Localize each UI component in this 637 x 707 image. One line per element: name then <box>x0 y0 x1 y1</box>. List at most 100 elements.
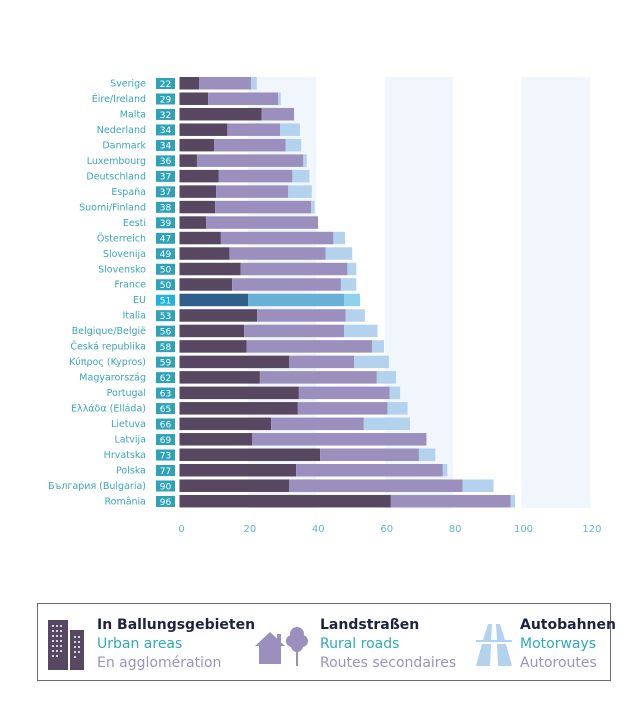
total-value-label: 50 <box>160 266 172 276</box>
bar-motorway <box>387 402 408 415</box>
legend-label-de: Landstraßen <box>320 617 420 633</box>
bar-rural <box>390 494 511 508</box>
legend-label-fr: En agglomération <box>97 655 222 671</box>
bar-urban <box>179 92 209 105</box>
total-badge <box>156 294 175 306</box>
bar-urban <box>179 355 290 369</box>
category-label: Sverige <box>110 79 146 90</box>
bar-rural <box>208 92 278 105</box>
bar-motorway <box>354 355 389 369</box>
bars <box>179 77 516 508</box>
total-value-label: 62 <box>160 374 171 384</box>
house-tree-icon <box>255 627 308 666</box>
total-badge <box>156 372 175 384</box>
total-badge <box>156 418 175 430</box>
x-tick-label: 100 <box>514 524 533 535</box>
category-label: Deutschland <box>86 171 146 182</box>
bar-motorway <box>325 247 353 260</box>
total-badge <box>156 124 175 136</box>
total-value-label: 65 <box>160 405 171 415</box>
bar-rural <box>218 169 293 183</box>
total-value-label: 47 <box>160 235 171 245</box>
category-label: România <box>104 496 146 507</box>
total-badge <box>156 170 175 182</box>
total-value-label: 58 <box>160 343 172 353</box>
bar-rural <box>257 309 346 322</box>
category-label: Suomi/Finland <box>79 202 146 213</box>
x-tick-label: 60 <box>380 524 393 535</box>
x-tick-label: 20 <box>244 524 257 535</box>
bar-motorway <box>347 262 357 276</box>
legend-label-en: Motorways <box>520 636 597 652</box>
bar-motorway <box>462 479 494 492</box>
bar-motorway <box>418 448 436 462</box>
bar-motorway <box>288 185 312 198</box>
background-band <box>521 77 590 508</box>
total-value-label: 51 <box>160 297 171 307</box>
bar-urban <box>179 77 199 90</box>
category-label: Belgique/België <box>72 326 146 337</box>
bar-urban <box>179 185 217 198</box>
bar-rural <box>297 402 388 415</box>
bar-motorway <box>280 123 300 136</box>
bar-rural <box>227 123 281 136</box>
category-label: Portugal <box>107 388 146 399</box>
bar-urban <box>179 293 249 307</box>
total-value-label: 90 <box>160 482 172 492</box>
legend-label-en: Urban areas <box>97 636 183 652</box>
bar-rural <box>214 138 286 152</box>
total-badge <box>156 248 175 260</box>
stacked-bar-chart: Sverige 22 Éire/Ireland 29 Malta 32 Nederland 3… <box>48 77 601 535</box>
total-value-label: 77 <box>160 467 171 477</box>
bar-rural <box>296 464 443 477</box>
bar-urban <box>179 433 253 446</box>
total-badge <box>156 403 175 415</box>
total-badge <box>156 495 175 507</box>
total-value-label: 37 <box>160 173 171 183</box>
category-label: Polska <box>116 466 146 477</box>
bar-motorway <box>311 200 315 214</box>
bar-motorway <box>389 386 401 400</box>
total-value-label: 56 <box>160 327 172 337</box>
city-buildings-icon <box>48 620 84 670</box>
bar-rural <box>206 216 319 229</box>
bar-rural <box>198 77 251 90</box>
total-badge <box>156 217 175 229</box>
total-value-label: 53 <box>160 312 171 322</box>
bar-rural <box>244 324 345 338</box>
bar-motorway <box>372 340 385 353</box>
bar-urban <box>179 278 233 291</box>
total-badge <box>156 279 175 291</box>
total-badge <box>156 356 175 368</box>
total-badge <box>156 449 175 461</box>
x-tick-label: 80 <box>449 524 462 535</box>
total-value-label: 34 <box>160 142 172 152</box>
total-badge <box>156 93 175 105</box>
total-value-label: 73 <box>160 451 171 461</box>
legend-label-de: In Ballungsgebieten <box>97 617 256 633</box>
total-badge <box>156 201 175 213</box>
bar-motorway <box>510 494 516 508</box>
bar-motorway <box>250 77 257 90</box>
bar-urban <box>179 231 221 245</box>
bar-motorway <box>285 138 302 152</box>
category-label: Hrvatska <box>104 450 146 461</box>
category-label: Latvija <box>114 435 146 446</box>
category-label: Malta <box>120 109 146 120</box>
bar-rural <box>289 479 463 492</box>
bar-rural <box>271 417 364 431</box>
bar-urban <box>179 200 216 214</box>
total-value-label: 69 <box>160 436 172 446</box>
bar-rural <box>261 107 295 121</box>
total-badge <box>156 108 175 120</box>
legend-label-fr: Autoroutes <box>520 655 597 671</box>
category-label: Österreich <box>97 233 146 244</box>
bar-urban <box>179 169 219 183</box>
total-value-label: 66 <box>160 420 172 430</box>
total-value-label: 50 <box>160 281 172 291</box>
category-label: Slovenija <box>103 249 146 260</box>
total-value-label: 39 <box>160 219 172 229</box>
bar-urban <box>179 123 228 136</box>
total-badge <box>156 480 175 492</box>
bar-urban <box>179 216 207 229</box>
